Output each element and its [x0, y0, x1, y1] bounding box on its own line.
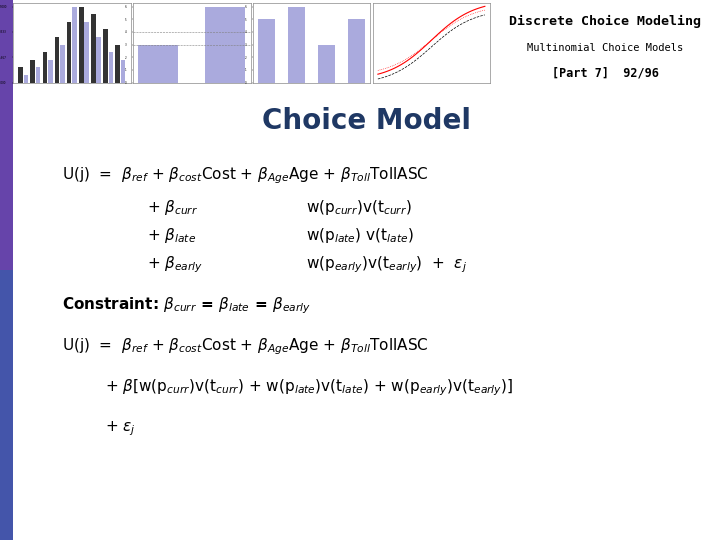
Bar — [288, 6, 305, 83]
Text: w(p$_{early}$)v(t$_{early}$)  +  $\varepsilon_{j}$: w(p$_{early}$)v(t$_{early}$) + $\varepsi… — [307, 254, 467, 275]
Bar — [79, 6, 84, 83]
Bar — [205, 6, 245, 83]
Bar — [18, 68, 23, 83]
Text: Choice Model: Choice Model — [262, 107, 471, 136]
Bar — [30, 60, 35, 83]
Bar — [115, 45, 120, 83]
Bar — [138, 45, 179, 83]
Text: + $\beta_{curr}$: + $\beta_{curr}$ — [148, 199, 199, 218]
Bar — [84, 22, 89, 83]
Text: Constraint: $\beta_{curr}$ = $\beta_{late}$ = $\beta_{early}$: Constraint: $\beta_{curr}$ = $\beta_{lat… — [63, 296, 311, 316]
Bar — [55, 37, 59, 83]
Text: Multinomial Choice Models: Multinomial Choice Models — [527, 43, 683, 53]
Bar — [348, 19, 365, 83]
Text: Discrete Choice Modeling: Discrete Choice Modeling — [509, 15, 701, 28]
Bar — [96, 37, 101, 83]
Bar — [48, 60, 53, 83]
Text: + $\beta_{early}$: + $\beta_{early}$ — [148, 254, 204, 275]
Bar — [103, 29, 108, 83]
Bar — [67, 22, 71, 83]
Bar — [60, 45, 65, 83]
Bar — [0, 0, 13, 270]
Text: U(j)  =  $\beta_{ref}$ + $\beta_{cost}$Cost + $\beta_{Age}$Age + $\beta_{Toll}$T: U(j) = $\beta_{ref}$ + $\beta_{cost}$Cos… — [63, 336, 429, 356]
Bar — [258, 19, 274, 83]
Text: U(j)  =  $\beta_{ref}$ + $\beta_{cost}$Cost + $\beta_{Age}$Age + $\beta_{Toll}$T: U(j) = $\beta_{ref}$ + $\beta_{cost}$Cos… — [63, 166, 429, 186]
Bar — [91, 14, 96, 83]
Text: w(p$_{late}$) v(t$_{late}$): w(p$_{late}$) v(t$_{late}$) — [307, 226, 415, 245]
Bar — [24, 75, 28, 83]
Text: + $\beta_{late}$: + $\beta_{late}$ — [148, 226, 197, 245]
Bar — [121, 60, 125, 83]
Bar — [36, 68, 40, 83]
Bar — [72, 6, 77, 83]
Text: + $\beta$[w(p$_{curr}$)v(t$_{curr}$) + w(p$_{late}$)v(t$_{late}$) + w(p$_{early}: + $\beta$[w(p$_{curr}$)v(t$_{curr}$) + w… — [105, 378, 513, 399]
Text: [Part 7]  92/96: [Part 7] 92/96 — [552, 67, 659, 80]
Text: w(p$_{curr}$)v(t$_{curr}$): w(p$_{curr}$)v(t$_{curr}$) — [307, 199, 412, 218]
Bar — [109, 52, 113, 83]
Text: + $\varepsilon_{j}$: + $\varepsilon_{j}$ — [105, 420, 135, 438]
Bar — [0, 270, 13, 540]
Bar — [42, 52, 48, 83]
Bar — [318, 45, 335, 83]
